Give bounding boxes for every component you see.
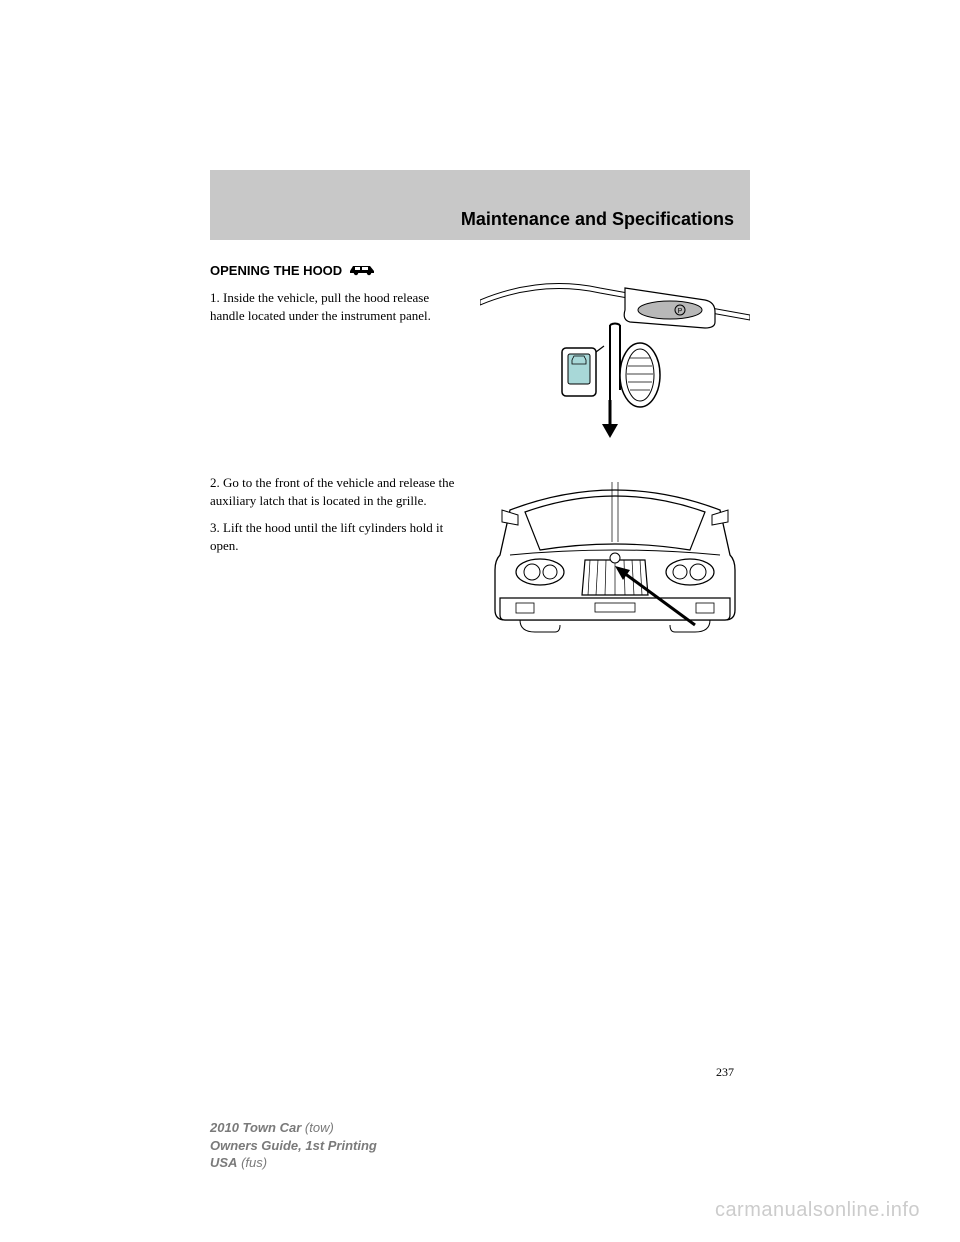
section-heading-text: OPENING THE HOOD [210,263,342,278]
watermark: carmanualsonline.info [715,1199,920,1222]
footer-line-3: USA (fus) [210,1154,377,1172]
footer-region-code: (fus) [237,1155,267,1170]
hood-release-figure: P [480,270,750,440]
front-grille-figure [480,460,750,660]
step-2-text: 2. Go to the front of the vehicle and re… [210,474,460,509]
footer-model: 2010 Town Car [210,1120,301,1135]
svg-text:P: P [678,308,683,315]
header-title: Maintenance and Specifications [461,209,734,230]
page-container: Maintenance and Specifications OPENING T… [210,170,750,1080]
footer-line-1: 2010 Town Car (tow) [210,1119,377,1137]
footer: 2010 Town Car (tow) Owners Guide, 1st Pr… [210,1119,377,1172]
step-1-text: 1. Inside the vehicle, pull the hood rel… [210,289,460,324]
footer-region: USA [210,1155,237,1170]
footer-model-code: (tow) [301,1120,334,1135]
car-icon [348,262,378,279]
footer-line-2: Owners Guide, 1st Printing [210,1137,377,1155]
header-bar: Maintenance and Specifications [210,170,750,240]
step-3-text: 3. Lift the hood until the lift cylinder… [210,519,460,554]
page-number: 237 [716,1065,734,1080]
